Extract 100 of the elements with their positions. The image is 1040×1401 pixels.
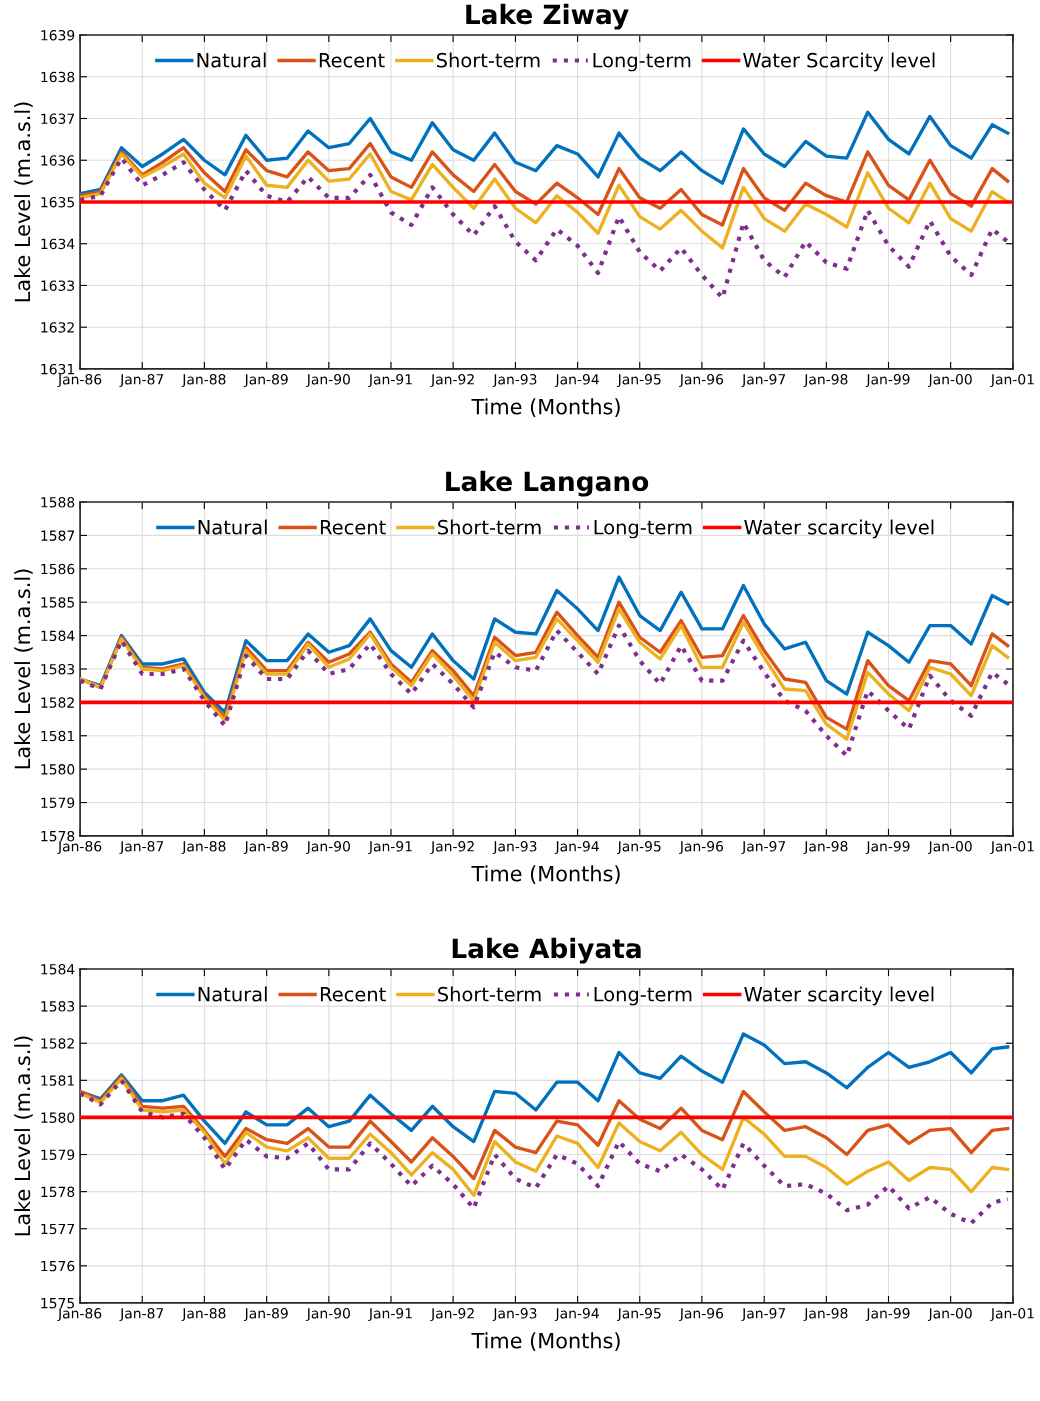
legend-label: Natural [198,519,267,535]
x-tick-label: Jan-93 [492,1308,537,1322]
legend-label: Water scarcity level [744,519,934,539]
y-tick-label: 1583 [41,663,75,675]
x-tick-label: Jan-99 [865,374,910,388]
x-tick-label: Jan-90 [306,1308,350,1322]
x-tick-label: Jan-89 [243,1308,288,1322]
y-tick-label: 1587 [41,530,75,541]
y-tick-label: 1581 [41,1075,74,1086]
x-tick-label: Jan-98 [803,841,848,855]
y-tick-label: 1579 [41,797,75,809]
line-series [80,110,1010,196]
chart-title: Lake Ziway [466,3,629,30]
x-tick-label: Jan-87 [119,374,164,388]
y-tick-label: 1631 [41,363,74,375]
y-tick-label: 1637 [41,113,75,124]
x-tick-label: Jan-01 [990,374,1034,388]
legend-label: Short-term [436,52,540,68]
y-tick-label: 1582 [41,697,74,708]
x-tick-label: Jan-98 [803,374,848,388]
x-axis-title: Time (Months) [471,865,620,884]
x-tick-label: Jan-96 [679,1308,724,1322]
line-series [80,1076,1010,1198]
x-tick-label: Jan-99 [865,841,910,855]
x-tick-label: Jan-95 [616,1308,661,1322]
y-tick-label: 1580 [41,1112,75,1123]
y-tick-label: 1584 [41,963,75,975]
x-tick-label: Jan-91 [368,1308,412,1322]
legend-label: Natural [197,52,266,68]
legend-label: Recent [320,520,386,535]
x-tick-label: Jan-89 [243,841,288,855]
x-tick-label: Jan-00 [927,1308,972,1322]
x-tick-label: Jan-97 [741,841,786,855]
legend-label: Water Scarcity level [743,52,935,72]
x-tick-label: Jan-97 [741,374,786,388]
y-tick-label: 1588 [41,496,75,508]
y-tick-label: 1582 [41,1038,74,1049]
x-tick-label: Jan-99 [865,1308,910,1322]
legend-label: Recent [320,987,386,1002]
x-tick-label: Jan-94 [554,841,599,855]
legend-label: Short-term [438,986,541,1002]
x-tick-label: Jan-95 [616,841,661,855]
x-tick-label: Jan-89 [243,374,288,388]
legend-label: Recent [319,53,385,68]
x-tick-label: Jan-91 [368,841,412,855]
x-tick-label: Jan-95 [616,374,661,388]
legend-label: Natural [198,986,267,1002]
x-tick-label: Jan-92 [430,1308,474,1322]
y-tick-label: 1638 [41,71,75,83]
x-tick-label: Jan-92 [430,841,474,855]
y-tick-label: 1576 [41,1260,75,1272]
x-tick-label: Jan-93 [492,841,537,855]
y-tick-label: 1575 [41,1298,74,1309]
x-tick-label: Jan-00 [927,841,972,855]
x-tick-label: Jan-86 [57,374,102,388]
y-tick-label: 1586 [41,563,75,575]
y-tick-label: 1584 [41,630,75,642]
y-tick-label: 1634 [41,238,75,250]
y-tick-label: 1577 [41,1223,75,1235]
y-tick-label: 1632 [41,322,74,333]
y-tick-label: 1636 [41,155,75,166]
y-axis-title: Lake Level (m.a.s.l) [14,569,33,769]
x-tick-label: Jan-94 [554,1308,599,1322]
x-tick-label: Jan-88 [181,1308,226,1322]
x-tick-label: Jan-87 [119,841,164,855]
y-tick-label: 1578 [41,830,75,842]
line-series [80,1078,1010,1226]
y-tick-label: 1579 [41,1149,75,1160]
x-tick-label: Jan-91 [368,374,412,388]
x-tick-label: Jan-97 [741,1308,786,1322]
y-tick-label: 1585 [41,597,74,608]
x-tick-label: Jan-94 [554,374,599,388]
x-tick-label: Jan-92 [430,374,474,388]
x-axis-title: Time (Months) [471,1332,620,1351]
y-tick-label: 1639 [41,29,75,41]
x-tick-label: Jan-96 [679,374,724,388]
x-tick-label: Jan-90 [306,374,350,388]
legend-label: Water scarcity level [744,986,934,1006]
x-tick-label: Jan-88 [181,374,226,388]
y-tick-label: 1581 [41,730,74,742]
x-tick-label: Jan-87 [119,1308,164,1322]
y-tick-label: 1633 [41,280,75,291]
y-axis-title: Lake Level (m.a.s.l) [14,1036,33,1236]
y-tick-label: 1578 [41,1186,75,1198]
legend-label: Short-term [438,519,541,535]
y-tick-label: 1580 [41,764,75,775]
x-tick-label: Jan-88 [181,841,226,855]
legend-label: Long-term [594,520,692,539]
x-tick-label: Jan-01 [990,841,1034,855]
x-tick-label: Jan-96 [679,841,724,855]
x-tick-label: Jan-86 [57,841,102,855]
x-tick-label: Jan-01 [990,1308,1034,1322]
legend-label: Long-term [593,53,691,72]
x-tick-label: Jan-00 [927,374,972,388]
y-tick-label: 1635 [41,196,74,208]
x-tick-label: Jan-93 [492,374,537,388]
line-series [80,575,1010,715]
y-tick-label: 1583 [41,1001,75,1012]
chart-title: Lake Abiyata [452,937,641,964]
x-tick-label: Jan-98 [803,1308,848,1322]
